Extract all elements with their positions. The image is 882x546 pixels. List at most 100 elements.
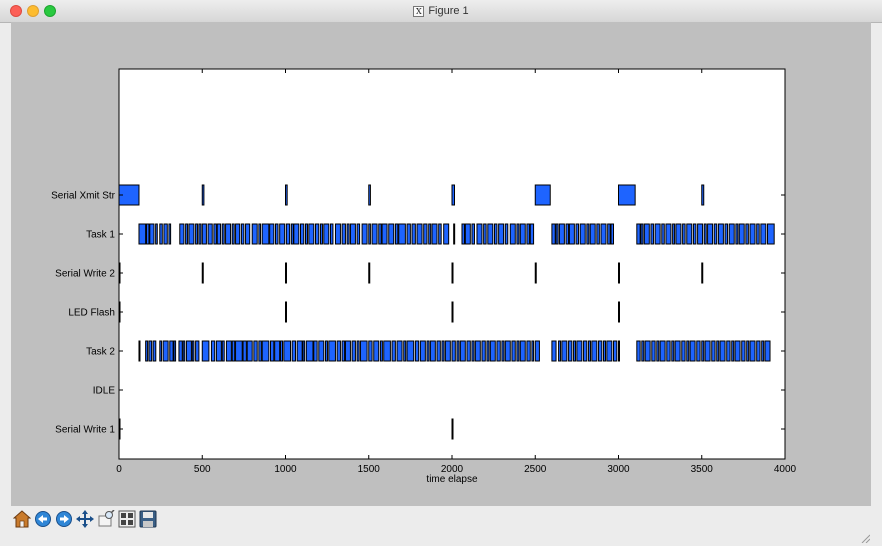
maximize-window-button[interactable] <box>44 5 56 17</box>
task-bar <box>216 223 222 245</box>
task-bar <box>598 340 603 362</box>
task-bar <box>493 223 498 245</box>
task-bar <box>551 223 556 245</box>
close-window-button[interactable] <box>10 5 22 17</box>
task-bar <box>406 340 415 362</box>
task-bar <box>466 340 471 362</box>
x-tick-label: 500 <box>194 464 211 475</box>
x-tick-label: 1000 <box>274 464 297 475</box>
task-bar <box>671 340 675 362</box>
task-bar <box>481 340 486 362</box>
x-tick-label: 3000 <box>607 464 630 475</box>
figure-canvas[interactable]: Serial Write 1 IDLE Task 2 LED Flash Serial … <box>11 22 871 506</box>
task-bar <box>501 340 505 362</box>
zoom-button[interactable] <box>96 509 116 529</box>
pan-button[interactable] <box>75 509 95 529</box>
home-button[interactable] <box>12 509 32 529</box>
task-bar <box>324 340 328 362</box>
task-bar <box>173 340 177 362</box>
task-bar <box>596 223 600 245</box>
task-bar <box>696 340 701 362</box>
task-bar <box>689 340 696 362</box>
task-bar <box>159 340 162 362</box>
task-bar <box>591 340 598 362</box>
task-bar <box>519 340 526 362</box>
task-bar <box>155 223 158 245</box>
task-bar <box>381 223 388 245</box>
task-bar <box>283 340 291 362</box>
task-bar <box>734 340 741 362</box>
task-bar <box>145 340 149 362</box>
task-bar <box>242 340 247 362</box>
task-bar <box>451 418 454 440</box>
task-bar <box>701 262 704 284</box>
task-bar <box>438 223 442 245</box>
task-bar <box>436 340 441 362</box>
task-bar <box>138 340 141 362</box>
task-bar <box>188 223 195 245</box>
task-bar <box>713 223 718 245</box>
task-bar <box>414 340 420 362</box>
task-bar <box>726 340 731 362</box>
task-bar <box>749 340 756 362</box>
task-bar <box>341 340 346 362</box>
task-bar <box>618 301 620 323</box>
task-bar <box>555 223 559 245</box>
task-bar <box>291 340 296 362</box>
task-bar <box>659 340 666 362</box>
task-bar <box>168 223 172 245</box>
task-bar <box>681 340 686 362</box>
status-strip <box>0 532 882 546</box>
task-bar <box>579 223 586 245</box>
chart-svg[interactable]: Serial Write 1 IDLE Task 2 LED Flash Serial … <box>11 22 871 506</box>
task-bar <box>724 223 729 245</box>
task-bar <box>735 223 739 245</box>
task-bar <box>275 223 279 245</box>
y-tick-label: Task 2 <box>86 347 115 358</box>
task-bar <box>145 223 150 245</box>
x-axis-label: time elapse <box>426 474 478 485</box>
x-tick-label: 4000 <box>774 464 797 475</box>
task-bar <box>162 340 169 362</box>
task-bar <box>760 223 767 245</box>
configure-subplots-button[interactable] <box>117 509 137 529</box>
resize-grip-icon[interactable] <box>860 533 870 543</box>
task-bar <box>279 223 286 245</box>
task-bar <box>388 223 395 245</box>
task-bar <box>302 340 306 362</box>
task-bar <box>675 223 682 245</box>
task-bar <box>441 340 445 362</box>
home-icon <box>13 510 31 528</box>
task-bar <box>588 340 592 362</box>
task-bar <box>182 340 186 362</box>
task-bar <box>586 223 590 245</box>
task-bar <box>451 262 454 284</box>
save-button[interactable] <box>138 509 158 529</box>
task-bar <box>707 223 714 245</box>
task-bar <box>682 223 686 245</box>
task-bar <box>600 223 607 245</box>
task-bar <box>285 184 288 206</box>
back-button[interactable] <box>33 509 53 529</box>
task-bar <box>225 340 232 362</box>
task-bar <box>606 340 613 362</box>
task-bar <box>451 301 454 323</box>
y-tick-label: Serial Write 2 <box>55 269 115 280</box>
task-bar <box>391 340 396 362</box>
task-bar <box>258 340 262 362</box>
task-bar <box>643 223 650 245</box>
task-bar <box>471 340 475 362</box>
task-bar <box>185 223 189 245</box>
task-bar <box>443 223 450 245</box>
task-bar <box>356 340 360 362</box>
task-bar <box>368 184 371 206</box>
forward-button[interactable] <box>54 509 74 529</box>
task-bar <box>613 340 618 362</box>
title-bar[interactable]: X Figure 1 <box>0 0 882 23</box>
task-bar <box>526 340 531 362</box>
task-bar <box>444 340 451 362</box>
minimize-window-button[interactable] <box>27 5 39 17</box>
task-bar <box>565 223 570 245</box>
task-bar <box>716 340 720 362</box>
task-bar <box>341 223 346 245</box>
